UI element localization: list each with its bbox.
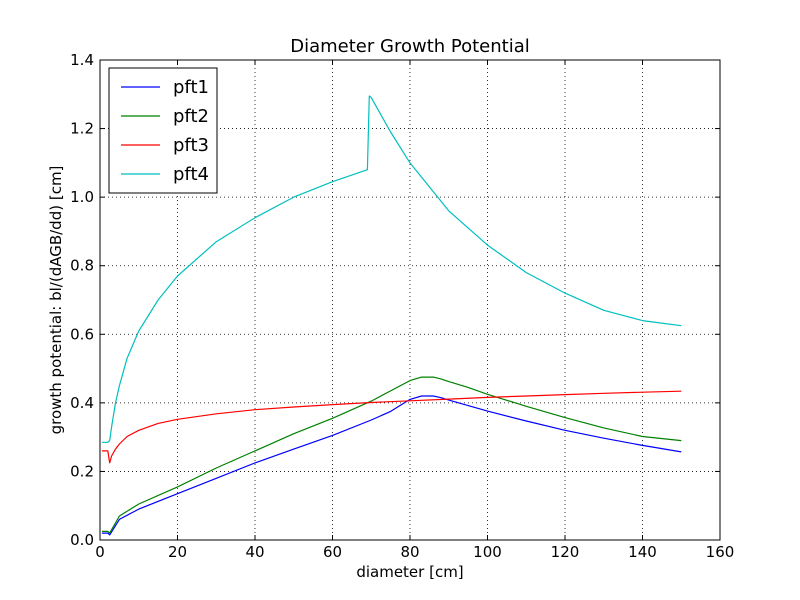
legend-label-pft3: pft3 bbox=[173, 135, 209, 156]
x-tick-label: 160 bbox=[706, 543, 735, 561]
y-tick-label: 1.0 bbox=[70, 188, 94, 206]
legend-box bbox=[108, 67, 218, 194]
y-tick-label: 0.6 bbox=[70, 325, 94, 343]
legend: pft1 pft2 pft3 pft4 bbox=[108, 67, 218, 194]
series-layer bbox=[101, 95, 682, 536]
x-axis-label: diameter [cm] bbox=[356, 563, 463, 581]
y-tick-label: 0.8 bbox=[70, 257, 94, 275]
x-tick-label: 80 bbox=[400, 543, 419, 561]
series-line-pft3 bbox=[101, 390, 682, 464]
x-tick-label: 140 bbox=[628, 543, 657, 561]
series-line-pft4 bbox=[101, 95, 682, 443]
x-tick-label: 100 bbox=[473, 543, 502, 561]
x-tick-label: 40 bbox=[245, 543, 264, 561]
y-tick-label: 0.4 bbox=[70, 394, 94, 412]
series-line-pft1 bbox=[101, 395, 682, 536]
y-tick-label: 1.2 bbox=[70, 120, 94, 138]
x-tick-label: 60 bbox=[323, 543, 342, 561]
y-axis-label: growth potential: bl/(dAGB/dd) [cm] bbox=[47, 166, 65, 435]
chart-title: Diameter Growth Potential bbox=[290, 36, 529, 57]
x-tick-label: 0 bbox=[95, 543, 105, 561]
ticks bbox=[99, 59, 721, 541]
series-line-pft2 bbox=[101, 376, 682, 534]
y-tick-label: 1.4 bbox=[70, 51, 94, 69]
x-tick-label: 120 bbox=[551, 543, 580, 561]
y-tick-labels: 0.0 0.2 0.4 0.6 0.8 1.0 1.2 1.4 bbox=[70, 51, 94, 549]
x-tick-label: 20 bbox=[168, 543, 187, 561]
legend-label-pft4: pft4 bbox=[173, 164, 209, 185]
y-tick-label: 0.0 bbox=[70, 531, 94, 549]
legend-label-pft2: pft2 bbox=[173, 106, 209, 127]
legend-label-pft1: pft1 bbox=[173, 77, 209, 98]
y-tick-label: 0.2 bbox=[70, 462, 94, 480]
x-tick-labels: 0 20 40 60 80 100 120 140 160 bbox=[95, 543, 734, 561]
